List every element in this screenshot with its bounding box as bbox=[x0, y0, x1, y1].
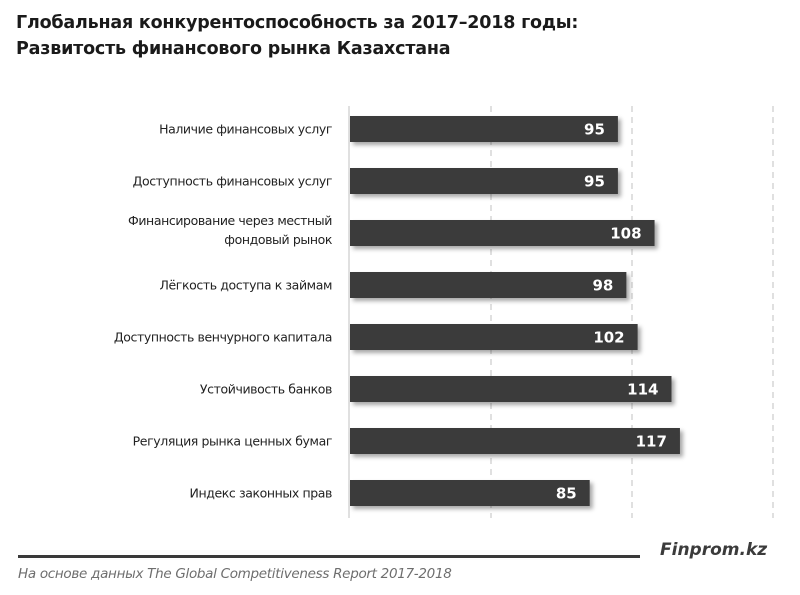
footer-divider bbox=[18, 555, 640, 558]
bar bbox=[350, 428, 680, 454]
data-label: 114 bbox=[627, 381, 658, 399]
data-label: 108 bbox=[610, 225, 641, 243]
data-label: 117 bbox=[636, 433, 667, 451]
category-labels: Наличие финансовых услуг Доступность фина… bbox=[114, 122, 333, 501]
bar bbox=[350, 168, 618, 194]
bar bbox=[350, 116, 618, 142]
category-label: фондовый рынок bbox=[224, 232, 333, 247]
data-label: 98 bbox=[592, 277, 613, 295]
bar bbox=[350, 376, 672, 402]
bars: 95 95 108 98 102 114 117 85 bbox=[350, 116, 680, 506]
category-label: Доступность венчурного капитала bbox=[114, 330, 332, 345]
brand-logo-text: Finprom.kz bbox=[660, 540, 768, 560]
category-label: Финансирование через местный bbox=[128, 213, 332, 228]
bar bbox=[350, 220, 655, 246]
gridlines bbox=[490, 106, 774, 518]
bar bbox=[350, 480, 590, 506]
category-label: Устойчивость банков bbox=[200, 382, 332, 397]
category-label: Доступность финансовых услуг bbox=[133, 174, 332, 189]
chart-title-line-2: Развитость финансового рынка Казахстана bbox=[16, 39, 451, 59]
category-label: Регуляция рынка ценных бумаг bbox=[133, 434, 332, 449]
chart-title: Глобальная конкурентоспособность за 2017… bbox=[16, 10, 578, 62]
category-label: Наличие финансовых услуг bbox=[159, 122, 332, 137]
category-label: Лёгкость доступа к займам bbox=[160, 278, 332, 293]
bar bbox=[350, 324, 638, 350]
category-label: Индекс законных прав bbox=[190, 486, 333, 501]
data-label: 95 bbox=[584, 121, 605, 139]
data-label: 95 bbox=[584, 173, 605, 191]
chart-title-line-1: Глобальная конкурентоспособность за 2017… bbox=[16, 13, 579, 33]
bar bbox=[350, 272, 627, 298]
data-label: 85 bbox=[556, 485, 577, 503]
source-note: На основе данных The Global Competitiven… bbox=[18, 566, 452, 582]
data-label: 102 bbox=[593, 329, 624, 347]
